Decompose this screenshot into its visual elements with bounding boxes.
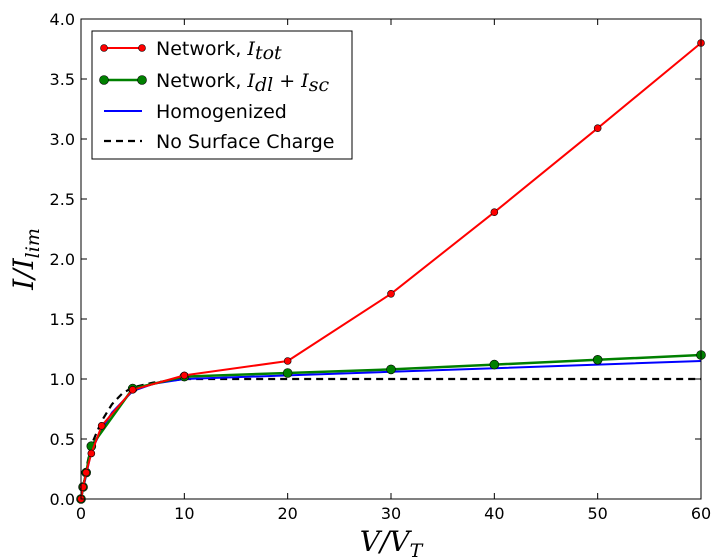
y-axis-label-sub: lim <box>22 228 44 258</box>
data-point-network-i-tot-10 <box>593 124 602 132</box>
series-layer <box>76 39 706 504</box>
legend-label-network-dl-sc-sub2: sc <box>309 74 330 96</box>
x-tick-label-3: 30 <box>381 504 401 523</box>
data-point-network-i-tot-9 <box>490 208 499 216</box>
y-tick-label-5: 2.5 <box>50 190 75 209</box>
data-point-network-i-tot-4 <box>97 421 106 430</box>
legend-label-network-dl-sc-sub: dl <box>255 74 273 96</box>
x-tick-label-4: 40 <box>484 504 504 523</box>
y-tick-label-7: 3.5 <box>50 70 75 89</box>
y-tick-label-6: 3.0 <box>50 130 75 149</box>
legend: Network, Itot Network, Idl + Isc Homogen… <box>91 30 353 160</box>
y-tick-label-4: 2.0 <box>50 250 75 269</box>
data-point-network-i-tot-8 <box>387 289 395 298</box>
data-point-network-i-dl-i-sc-9 <box>592 354 603 365</box>
y-tick-label-8: 4.0 <box>50 10 75 29</box>
series-line-homogenized <box>80 360 702 500</box>
legend-label-network-tot: Network, Itot <box>156 38 282 64</box>
y-tick-label-2: 1.0 <box>50 370 75 389</box>
x-axis-label: V/VT <box>360 525 424 560</box>
legend-label-network-dl-sc-prefix: Network, <box>156 70 247 92</box>
data-point-network-i-tot-6 <box>180 371 189 380</box>
legend-label-network-dl-sc-main: I <box>246 70 255 92</box>
ticks-layer: 0 10 20 30 40 50 60 0.0 0.5 1.0 1.5 2.0 2.5 3.0 3.5 4.0 <box>50 10 712 523</box>
data-point-network-i-tot-3 <box>87 449 96 458</box>
legend-marker-network-tot-a <box>100 44 108 52</box>
legend-label-no-surface-charge: No Surface Charge <box>156 131 334 153</box>
data-point-network-i-dl-i-sc-6 <box>282 368 293 378</box>
series-line-network-i-dl-i-sc <box>79 353 702 500</box>
data-point-network-i-tot-7 <box>283 357 292 365</box>
y-axis-label-main: I/I <box>7 257 40 290</box>
data-point-network-i-dl-i-sc-8 <box>489 359 500 370</box>
y-tick-label-0: 0.0 <box>50 490 75 509</box>
y-tick-label-1: 0.5 <box>50 430 75 449</box>
legend-label-network-tot-main: I <box>246 38 255 60</box>
x-tick-label-6: 60 <box>691 504 711 523</box>
legend-box <box>91 30 353 160</box>
x-tick-label-2: 20 <box>277 504 297 523</box>
x-axis-label-main: V/V <box>360 525 413 558</box>
data-point-network-i-tot-5 <box>128 385 137 394</box>
series-line-no-surface-charge <box>79 377 701 500</box>
x-tick-label-1: 10 <box>174 504 194 523</box>
legend-marker-network-dl-sc-b <box>137 75 147 85</box>
legend-label-homogenized: Homogenized <box>156 101 287 123</box>
data-point-network-i-dl-i-sc-7 <box>386 364 396 375</box>
legend-label-network-dl-sc-plus: + I <box>273 70 309 92</box>
legend-label-network-tot-sub: tot <box>255 42 282 64</box>
y-tick-label-3: 1.5 <box>50 310 75 329</box>
legend-marker-network-tot-b <box>138 44 146 52</box>
legend-label-network-tot-prefix: Network, <box>156 38 247 60</box>
data-point-network-i-tot-2 <box>82 468 90 477</box>
legend-label-network-dl-sc: Network, Idl + Isc <box>156 70 329 96</box>
x-axis-label-sub: T <box>410 540 424 560</box>
x-tick-label-5: 50 <box>587 504 607 523</box>
x-tick-label-0: 0 <box>76 504 86 523</box>
y-axis-label: I/Ilim <box>7 228 44 291</box>
legend-marker-network-dl-sc-a <box>99 75 109 85</box>
